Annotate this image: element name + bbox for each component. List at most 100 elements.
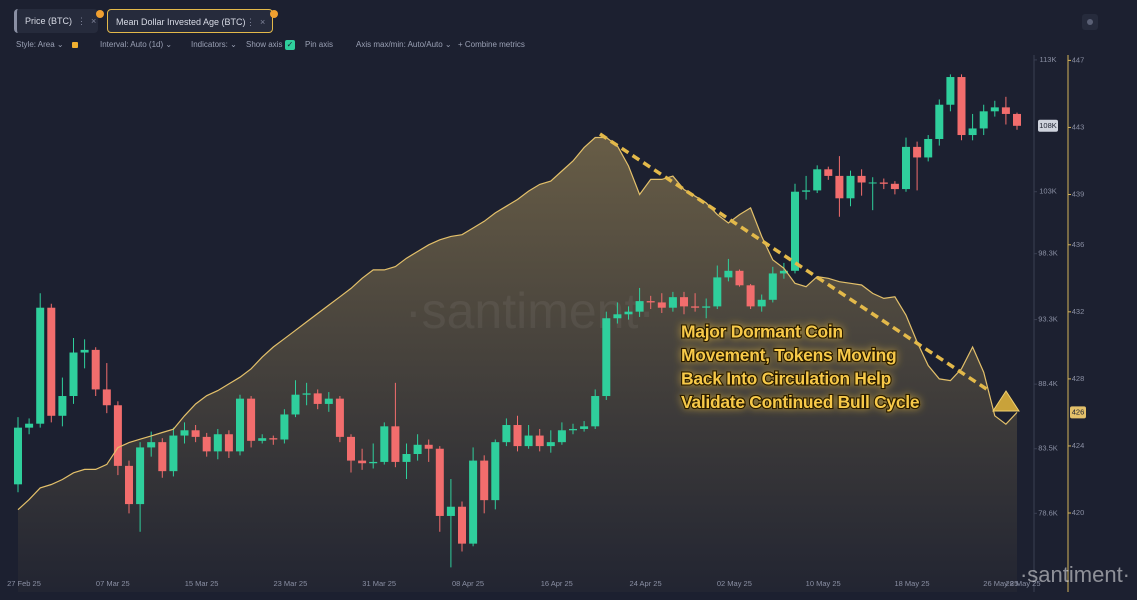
tab-menu[interactable]: ⋮ [246, 17, 255, 27]
candle-body [1001, 107, 1010, 114]
candle-body [302, 393, 311, 395]
candle-body [735, 270, 744, 286]
candle-body [857, 175, 866, 183]
tab-menu[interactable]: ⋮ [77, 16, 86, 26]
x-tick-label: 24 Apr 25 [630, 579, 662, 588]
y-tick-label: 78.6K [1038, 508, 1058, 517]
area-fill [18, 137, 1017, 592]
candle-body [724, 270, 733, 278]
candle-body [413, 444, 422, 455]
arrow-head [992, 390, 1020, 412]
tab-label: Mean Dollar Invested Age (BTC) [116, 17, 246, 27]
y-tick-label: 88.4K [1038, 379, 1058, 388]
last-value-label: 426 [1072, 407, 1085, 416]
candle-body [913, 146, 922, 158]
candle-body [924, 138, 933, 158]
candle-body [890, 183, 899, 190]
axis-layer: 27 Feb 25 07 Mar 25 15 Mar 25 23 Mar 25 31 M… [7, 55, 1086, 588]
candle-body [557, 430, 566, 443]
tab-close[interactable]: × [260, 17, 266, 27]
candle-body [47, 307, 56, 416]
settings-button[interactable] [1082, 14, 1098, 30]
x-tick-label: 27 Feb 25 [7, 579, 41, 588]
combine-metrics[interactable]: + Combine metrics [458, 40, 525, 49]
candle-layer [14, 74, 1021, 568]
last-price-badge [1038, 119, 1058, 132]
candle-body [624, 311, 633, 315]
candle-body [591, 396, 600, 427]
tab-label: Price (BTC) [25, 16, 72, 26]
candle-body [902, 146, 910, 190]
color-swatch[interactable] [72, 42, 78, 48]
candle-body [25, 423, 34, 428]
y-tick-label: 98.3K [1038, 249, 1058, 258]
candle-body [313, 393, 322, 404]
checkbox[interactable]: ✓ [285, 40, 295, 50]
candle-body [602, 318, 611, 397]
candle-body [202, 436, 211, 452]
candle-body [69, 352, 78, 397]
candle-body [1013, 113, 1021, 126]
candle-body [402, 454, 411, 462]
candle-body [113, 405, 122, 466]
show-axis[interactable]: Show axis [246, 40, 282, 49]
candle-body [480, 460, 489, 501]
candle-body [835, 175, 844, 199]
candle-body [680, 297, 688, 307]
candle-body [990, 107, 999, 112]
option-label: Axis max/min: Auto/Auto [356, 40, 443, 49]
watermark-corner: ·santiment· [1020, 562, 1130, 587]
candle-body [979, 111, 988, 129]
option-label: Pin axis [305, 40, 334, 49]
y2-tick-label: 432 [1072, 307, 1085, 316]
candle-body [136, 447, 145, 505]
x-tick-label: 07 Mar 25 [96, 579, 130, 588]
tab-badge [96, 10, 104, 18]
annotation: Major Dormant Coin Movement, Tokens Movin… [680, 320, 922, 413]
candle-body [535, 435, 544, 447]
y-tick-label: 93.3K [1038, 315, 1058, 324]
candle-body [813, 169, 822, 191]
style-select[interactable]: Style: Area ⌄ [16, 40, 64, 49]
candle-body [58, 396, 67, 416]
candle-body [791, 191, 799, 271]
area-line [17, 136, 1018, 511]
area-layer [18, 137, 1017, 592]
tab-close[interactable]: × [91, 16, 97, 26]
watermark: ·santiment· [405, 283, 655, 339]
x-tick-label: 08 Apr 25 [452, 579, 484, 588]
candle-body [125, 465, 133, 505]
candle-body [879, 182, 888, 184]
candle-body [213, 434, 222, 452]
interval-select[interactable]: Interval: Auto (1d) ⌄ [100, 40, 173, 49]
pin-axis[interactable]: Pin axis [305, 40, 333, 49]
annotation-line: Back Into Circulation Help [681, 369, 891, 389]
candle-body [691, 306, 700, 308]
tab[interactable]: Mean Dollar Invested Age (BTC) ⋮ × [107, 9, 273, 33]
tab[interactable]: Price (BTC) ⋮ × [14, 9, 98, 33]
candle-body [236, 398, 244, 452]
candle-body [513, 425, 522, 447]
candle-body [868, 182, 877, 184]
annotation-line: Validate Continued Bull Cycle [681, 392, 920, 412]
candle-body [646, 301, 655, 303]
candle-body [391, 426, 400, 462]
candle-body [358, 460, 367, 464]
candle-body [291, 394, 300, 415]
candle-body [180, 430, 189, 436]
candle-body [147, 442, 156, 448]
option-label: Show axis [246, 40, 283, 49]
y-tick-label: 83.5K [1038, 444, 1058, 453]
candle-body [946, 77, 955, 105]
indicators-select[interactable]: Indicators: ⌄ [191, 40, 237, 49]
candle-body [668, 297, 677, 308]
candle-body [968, 128, 977, 136]
axis-minmax[interactable]: Axis max/min: Auto/Auto ⌄ [356, 40, 452, 49]
candle-body [935, 104, 944, 139]
x-tick-label: 10 May 25 [806, 579, 841, 588]
y-tick-label: 113K [1040, 55, 1057, 64]
